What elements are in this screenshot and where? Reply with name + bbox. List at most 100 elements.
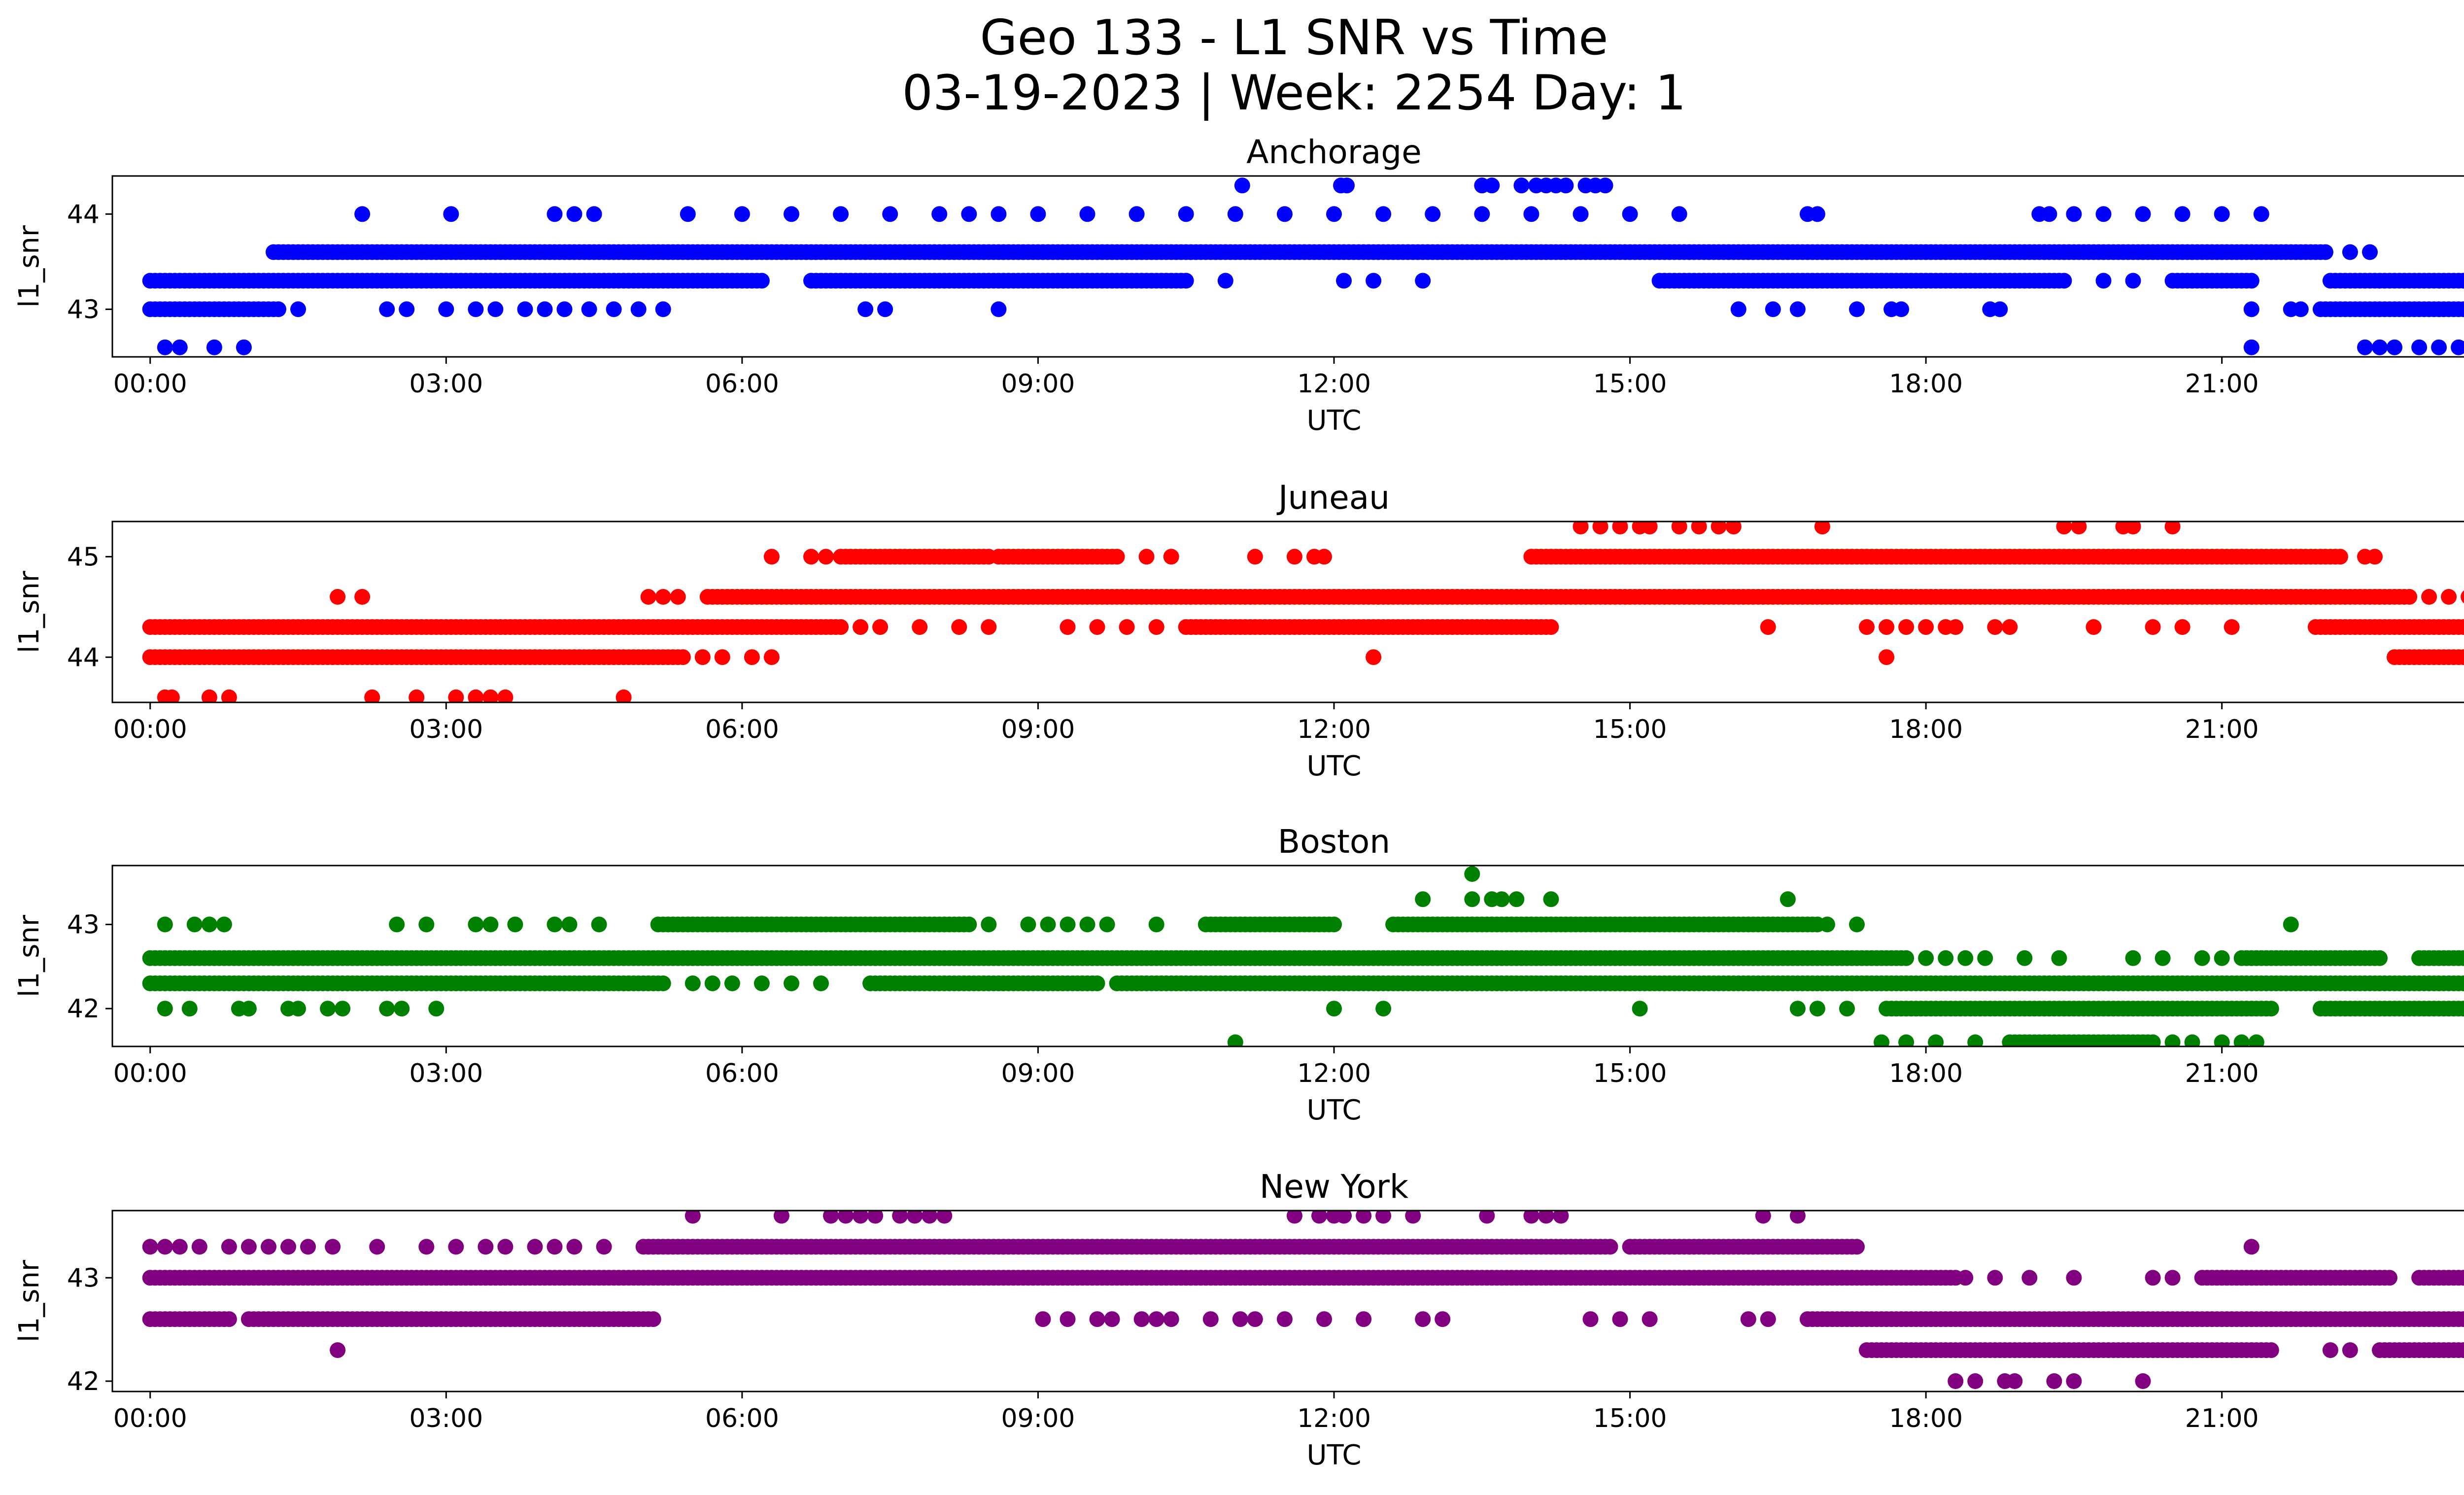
data-point: [616, 689, 632, 702]
data-point: [724, 975, 740, 991]
data-point: [1987, 619, 2003, 635]
data-point: [1148, 619, 1164, 635]
data-point: [813, 975, 829, 991]
data-point: [1079, 916, 1095, 933]
data-point: [1819, 916, 1835, 933]
data-point: [1060, 916, 1076, 933]
data-point: [418, 916, 435, 933]
data-point: [655, 301, 671, 317]
data-point: [2214, 206, 2230, 222]
data-point: [991, 301, 1007, 317]
data-point: [2233, 1034, 2250, 1046]
data-point: [1227, 206, 1243, 222]
data-point: [201, 916, 217, 933]
data-point: [2021, 1270, 2038, 1286]
data-point: [2056, 522, 2072, 535]
data-point: [1859, 619, 1875, 635]
x-tick-label: 12:00: [1297, 369, 1371, 399]
figure-title-line2: 03-19-2023 | Week: 2254 Day: 1: [902, 65, 1686, 121]
data-point: [1464, 891, 1480, 907]
data-point: [1558, 177, 1574, 194]
data-point: [2322, 1342, 2338, 1358]
data-point: [561, 916, 578, 933]
data-point: [468, 916, 484, 933]
data-point: [240, 1239, 257, 1255]
data-point: [833, 206, 849, 222]
data-point: [1918, 619, 1934, 635]
data-point: [2461, 1271, 2464, 1285]
data-point: [1089, 1311, 1105, 1327]
data-point: [1642, 1311, 1658, 1327]
x-tick-label: 00:00: [113, 1059, 187, 1088]
data-point: [803, 549, 819, 565]
data-point: [1227, 1034, 1243, 1046]
data-point: [1893, 301, 1910, 317]
data-point: [2135, 1373, 2151, 1389]
data-point: [2283, 916, 2299, 933]
data-point: [684, 1211, 701, 1224]
y-tick-label: 43: [67, 910, 100, 939]
data-point: [2248, 1034, 2264, 1046]
data-point: [596, 1239, 612, 1255]
data-points: [142, 522, 2464, 702]
data-point: [1040, 916, 1056, 933]
data-point: [867, 1211, 884, 1224]
x-tick-label: 18:00: [1889, 715, 1963, 744]
data-point: [2431, 339, 2447, 355]
data-point: [833, 619, 849, 635]
data-point: [2243, 339, 2259, 355]
data-point: [369, 1239, 385, 1255]
data-point: [1276, 1311, 1293, 1327]
data-point: [418, 1239, 435, 1255]
data-point: [2184, 1034, 2200, 1046]
data-point: [991, 206, 1007, 222]
data-point: [2224, 619, 2240, 635]
data-point: [784, 975, 799, 991]
data-point: [1035, 1311, 1051, 1327]
data-point: [640, 589, 656, 605]
x-tick-label: 21:00: [2185, 1404, 2259, 1433]
data-point: [221, 1239, 237, 1255]
data-point: [680, 206, 696, 222]
data-point: [1232, 1311, 1248, 1327]
subplot-title: Juneau: [1276, 479, 1390, 517]
data-point: [171, 1239, 188, 1255]
data-point: [1967, 1373, 1984, 1389]
data-point: [2066, 206, 2082, 222]
data-point: [882, 206, 898, 222]
data-point: [931, 206, 948, 222]
data-point: [2125, 950, 2141, 966]
data-point: [1375, 206, 1392, 222]
x-tick-label: 06:00: [705, 1059, 779, 1088]
data-point: [482, 689, 499, 702]
data-point: [1938, 950, 1954, 966]
data-point: [714, 649, 730, 665]
data-point: [2461, 976, 2464, 990]
data-point: [2372, 950, 2388, 966]
x-tick-label: 03:00: [409, 715, 483, 744]
data-point: [1582, 1311, 1599, 1327]
data-point: [1079, 206, 1095, 222]
subplot-title: New York: [1260, 1168, 1409, 1206]
data-point: [753, 975, 770, 991]
x-tick-label: 18:00: [1889, 1059, 1963, 1088]
data-point: [2461, 1002, 2464, 1015]
data-point: [1030, 206, 1046, 222]
subplot-boston: Boston 00:00 03:00 06:00 09:00 12:00 15:00 18:0…: [13, 823, 2464, 1126]
data-point: [2461, 590, 2464, 603]
data-point: [527, 1239, 543, 1255]
data-point: [142, 1239, 158, 1255]
data-points: [142, 866, 2464, 1046]
data-point: [1573, 522, 1589, 535]
data-point: [2253, 206, 2269, 222]
data-point: [2461, 951, 2464, 965]
data-point: [1484, 177, 1500, 194]
data-point: [556, 301, 573, 317]
data-point: [2243, 1239, 2259, 1255]
data-point: [2243, 301, 2259, 317]
data-point: [379, 301, 395, 317]
data-point: [704, 975, 720, 991]
data-point: [2086, 619, 2102, 635]
data-point: [2066, 1373, 2082, 1389]
data-point: [221, 1311, 237, 1327]
